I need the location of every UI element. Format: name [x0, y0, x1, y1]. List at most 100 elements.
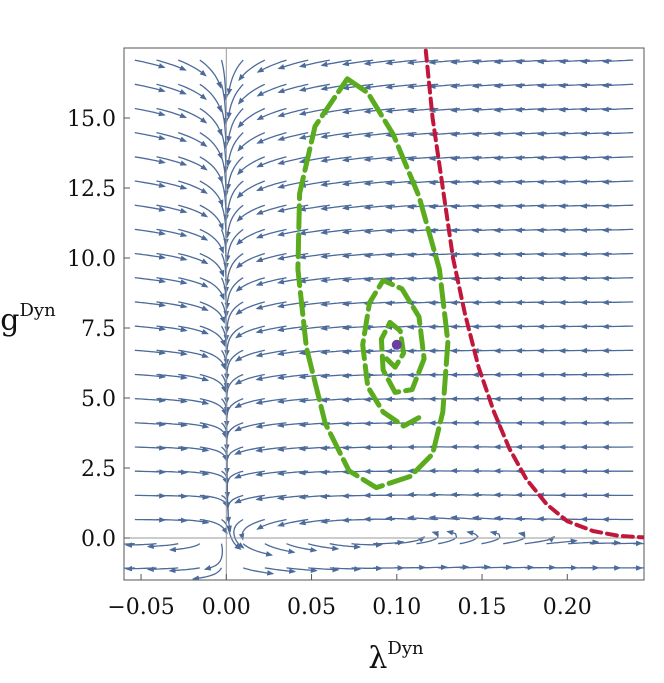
streamline — [199, 397, 227, 417]
streamline — [199, 518, 228, 535]
zero-axes — [124, 48, 644, 580]
streamline — [256, 131, 287, 144]
streamline — [178, 494, 210, 500]
streamline — [601, 203, 634, 209]
streamline — [203, 543, 224, 571]
streamline — [226, 108, 244, 144]
y-tick-label: 12.5 — [67, 177, 116, 202]
streamline — [601, 106, 634, 113]
streamline — [235, 325, 265, 339]
streamline — [168, 567, 200, 574]
streamline — [168, 543, 201, 553]
streamline — [178, 518, 210, 525]
streamline — [199, 204, 224, 231]
x-tick-label: 0.10 — [372, 595, 421, 620]
streamline — [236, 204, 266, 222]
streamline — [237, 156, 266, 176]
streamline — [601, 251, 634, 257]
streamline — [156, 204, 188, 214]
streamline — [134, 421, 167, 427]
streamline — [134, 156, 166, 165]
streamline — [224, 301, 244, 334]
streamline — [177, 59, 207, 77]
streamline — [178, 325, 209, 335]
streamline — [224, 228, 244, 263]
streamline — [224, 446, 244, 475]
streamline — [156, 180, 188, 190]
streamline — [178, 349, 210, 358]
streamline — [546, 538, 578, 545]
streamline — [178, 470, 210, 476]
streamline — [226, 83, 244, 120]
streamline — [156, 277, 188, 285]
streamline — [134, 252, 167, 260]
streamline — [178, 204, 209, 218]
streamline — [134, 277, 167, 284]
streamline — [226, 59, 244, 96]
streamline — [503, 531, 526, 545]
streamline — [156, 131, 188, 142]
streamline — [235, 252, 266, 269]
streamline — [199, 301, 226, 324]
streamline — [601, 299, 634, 306]
fixed-point-marker — [391, 339, 402, 350]
streamline — [255, 301, 287, 310]
streamline — [134, 107, 166, 117]
streamline — [416, 531, 439, 545]
streamline — [242, 543, 274, 557]
streamline — [156, 59, 187, 71]
streamline — [601, 347, 634, 354]
streamline — [373, 539, 405, 546]
streamline — [298, 59, 330, 69]
streamline — [225, 156, 244, 191]
streamline — [156, 445, 188, 452]
streamline — [156, 421, 188, 428]
streamline — [199, 180, 224, 207]
streamline — [524, 535, 556, 545]
streamline — [243, 567, 275, 576]
streamline — [329, 543, 362, 550]
x-tick-label: 0.20 — [543, 595, 592, 620]
streamline — [256, 204, 287, 215]
streamline — [156, 373, 188, 380]
overlay-curves — [295, 48, 644, 540]
streamline — [223, 373, 244, 405]
streamline — [459, 530, 479, 545]
streamline — [256, 59, 287, 73]
streamline — [178, 397, 210, 406]
streamline — [277, 156, 309, 166]
streamlines — [124, 58, 644, 580]
y-tick-label: 0.0 — [81, 527, 116, 552]
streamline — [134, 180, 166, 188]
streamline — [277, 131, 309, 141]
x-axis-ticks: −0.05 0.00 0.05 0.10 0.15 0.20 — [107, 574, 592, 620]
x-axis-title-superscript: Dyn — [387, 638, 424, 659]
streamline — [601, 154, 634, 161]
streamline — [220, 108, 229, 150]
streamline — [178, 422, 210, 429]
y-axis-title-superscript: Dyn — [20, 300, 57, 321]
streamline — [199, 252, 225, 278]
streamline — [264, 567, 297, 574]
streamline — [199, 83, 222, 113]
streamline — [134, 301, 167, 308]
streamline — [481, 530, 501, 545]
inner-spiral — [360, 277, 427, 429]
streamline — [235, 277, 265, 292]
streamline — [134, 325, 167, 332]
streamline — [199, 156, 223, 184]
streamline — [234, 349, 265, 362]
streamline — [156, 325, 188, 333]
streamline — [568, 539, 600, 546]
streamline — [156, 107, 187, 119]
streamline — [394, 536, 426, 545]
streamline — [146, 543, 179, 549]
streamline — [256, 107, 287, 121]
streamline — [134, 373, 167, 380]
streamline — [286, 543, 318, 553]
streamline — [134, 59, 166, 69]
streamline — [255, 252, 287, 263]
streamline — [178, 446, 210, 453]
streamline — [225, 180, 244, 215]
streamline — [256, 518, 287, 530]
